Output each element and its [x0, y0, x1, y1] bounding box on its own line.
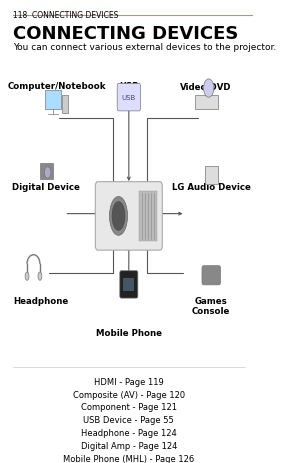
- Text: Component - Page 121: Component - Page 121: [81, 402, 177, 412]
- Bar: [40, 164, 53, 180]
- FancyBboxPatch shape: [202, 266, 220, 285]
- Ellipse shape: [25, 273, 29, 281]
- Bar: [205, 166, 218, 185]
- Text: Headphone - Page 124: Headphone - Page 124: [81, 428, 177, 437]
- Bar: [123, 278, 134, 292]
- Ellipse shape: [38, 273, 42, 281]
- Text: Digital Device: Digital Device: [12, 182, 80, 191]
- Bar: [194, 96, 218, 109]
- Text: CONNECTING DEVICES: CONNECTING DEVICES: [13, 25, 238, 43]
- Text: Computer/Notebook: Computer/Notebook: [8, 82, 106, 91]
- Text: Games
Console: Games Console: [192, 296, 230, 316]
- Bar: [139, 191, 157, 242]
- Text: 118  CONNECTING DEVICES: 118 CONNECTING DEVICES: [13, 12, 118, 20]
- Text: HDMI - Page 119: HDMI - Page 119: [94, 377, 164, 386]
- Text: Headphone: Headphone: [14, 296, 69, 305]
- Text: LG Audio Device: LG Audio Device: [172, 182, 251, 191]
- Ellipse shape: [203, 80, 214, 98]
- Ellipse shape: [110, 197, 128, 236]
- Bar: [62, 96, 68, 114]
- Text: Mobile Phone (MHL) - Page 126: Mobile Phone (MHL) - Page 126: [63, 454, 194, 463]
- Text: Composite (AV) - Page 120: Composite (AV) - Page 120: [73, 390, 185, 399]
- FancyBboxPatch shape: [120, 271, 138, 299]
- Ellipse shape: [44, 168, 51, 179]
- Text: USB Device - Page 55: USB Device - Page 55: [83, 415, 174, 424]
- Text: Video/DVD: Video/DVD: [180, 82, 232, 91]
- Text: Digital Amp - Page 124: Digital Amp - Page 124: [81, 441, 177, 450]
- Bar: [45, 91, 61, 109]
- Text: USB: USB: [122, 95, 136, 101]
- Ellipse shape: [112, 202, 125, 231]
- FancyBboxPatch shape: [95, 182, 162, 250]
- Text: You can connect various external devices to the projector.: You can connect various external devices…: [13, 43, 276, 52]
- Text: Mobile Phone: Mobile Phone: [96, 328, 162, 337]
- Text: USB: USB: [119, 82, 139, 91]
- FancyBboxPatch shape: [117, 84, 140, 112]
